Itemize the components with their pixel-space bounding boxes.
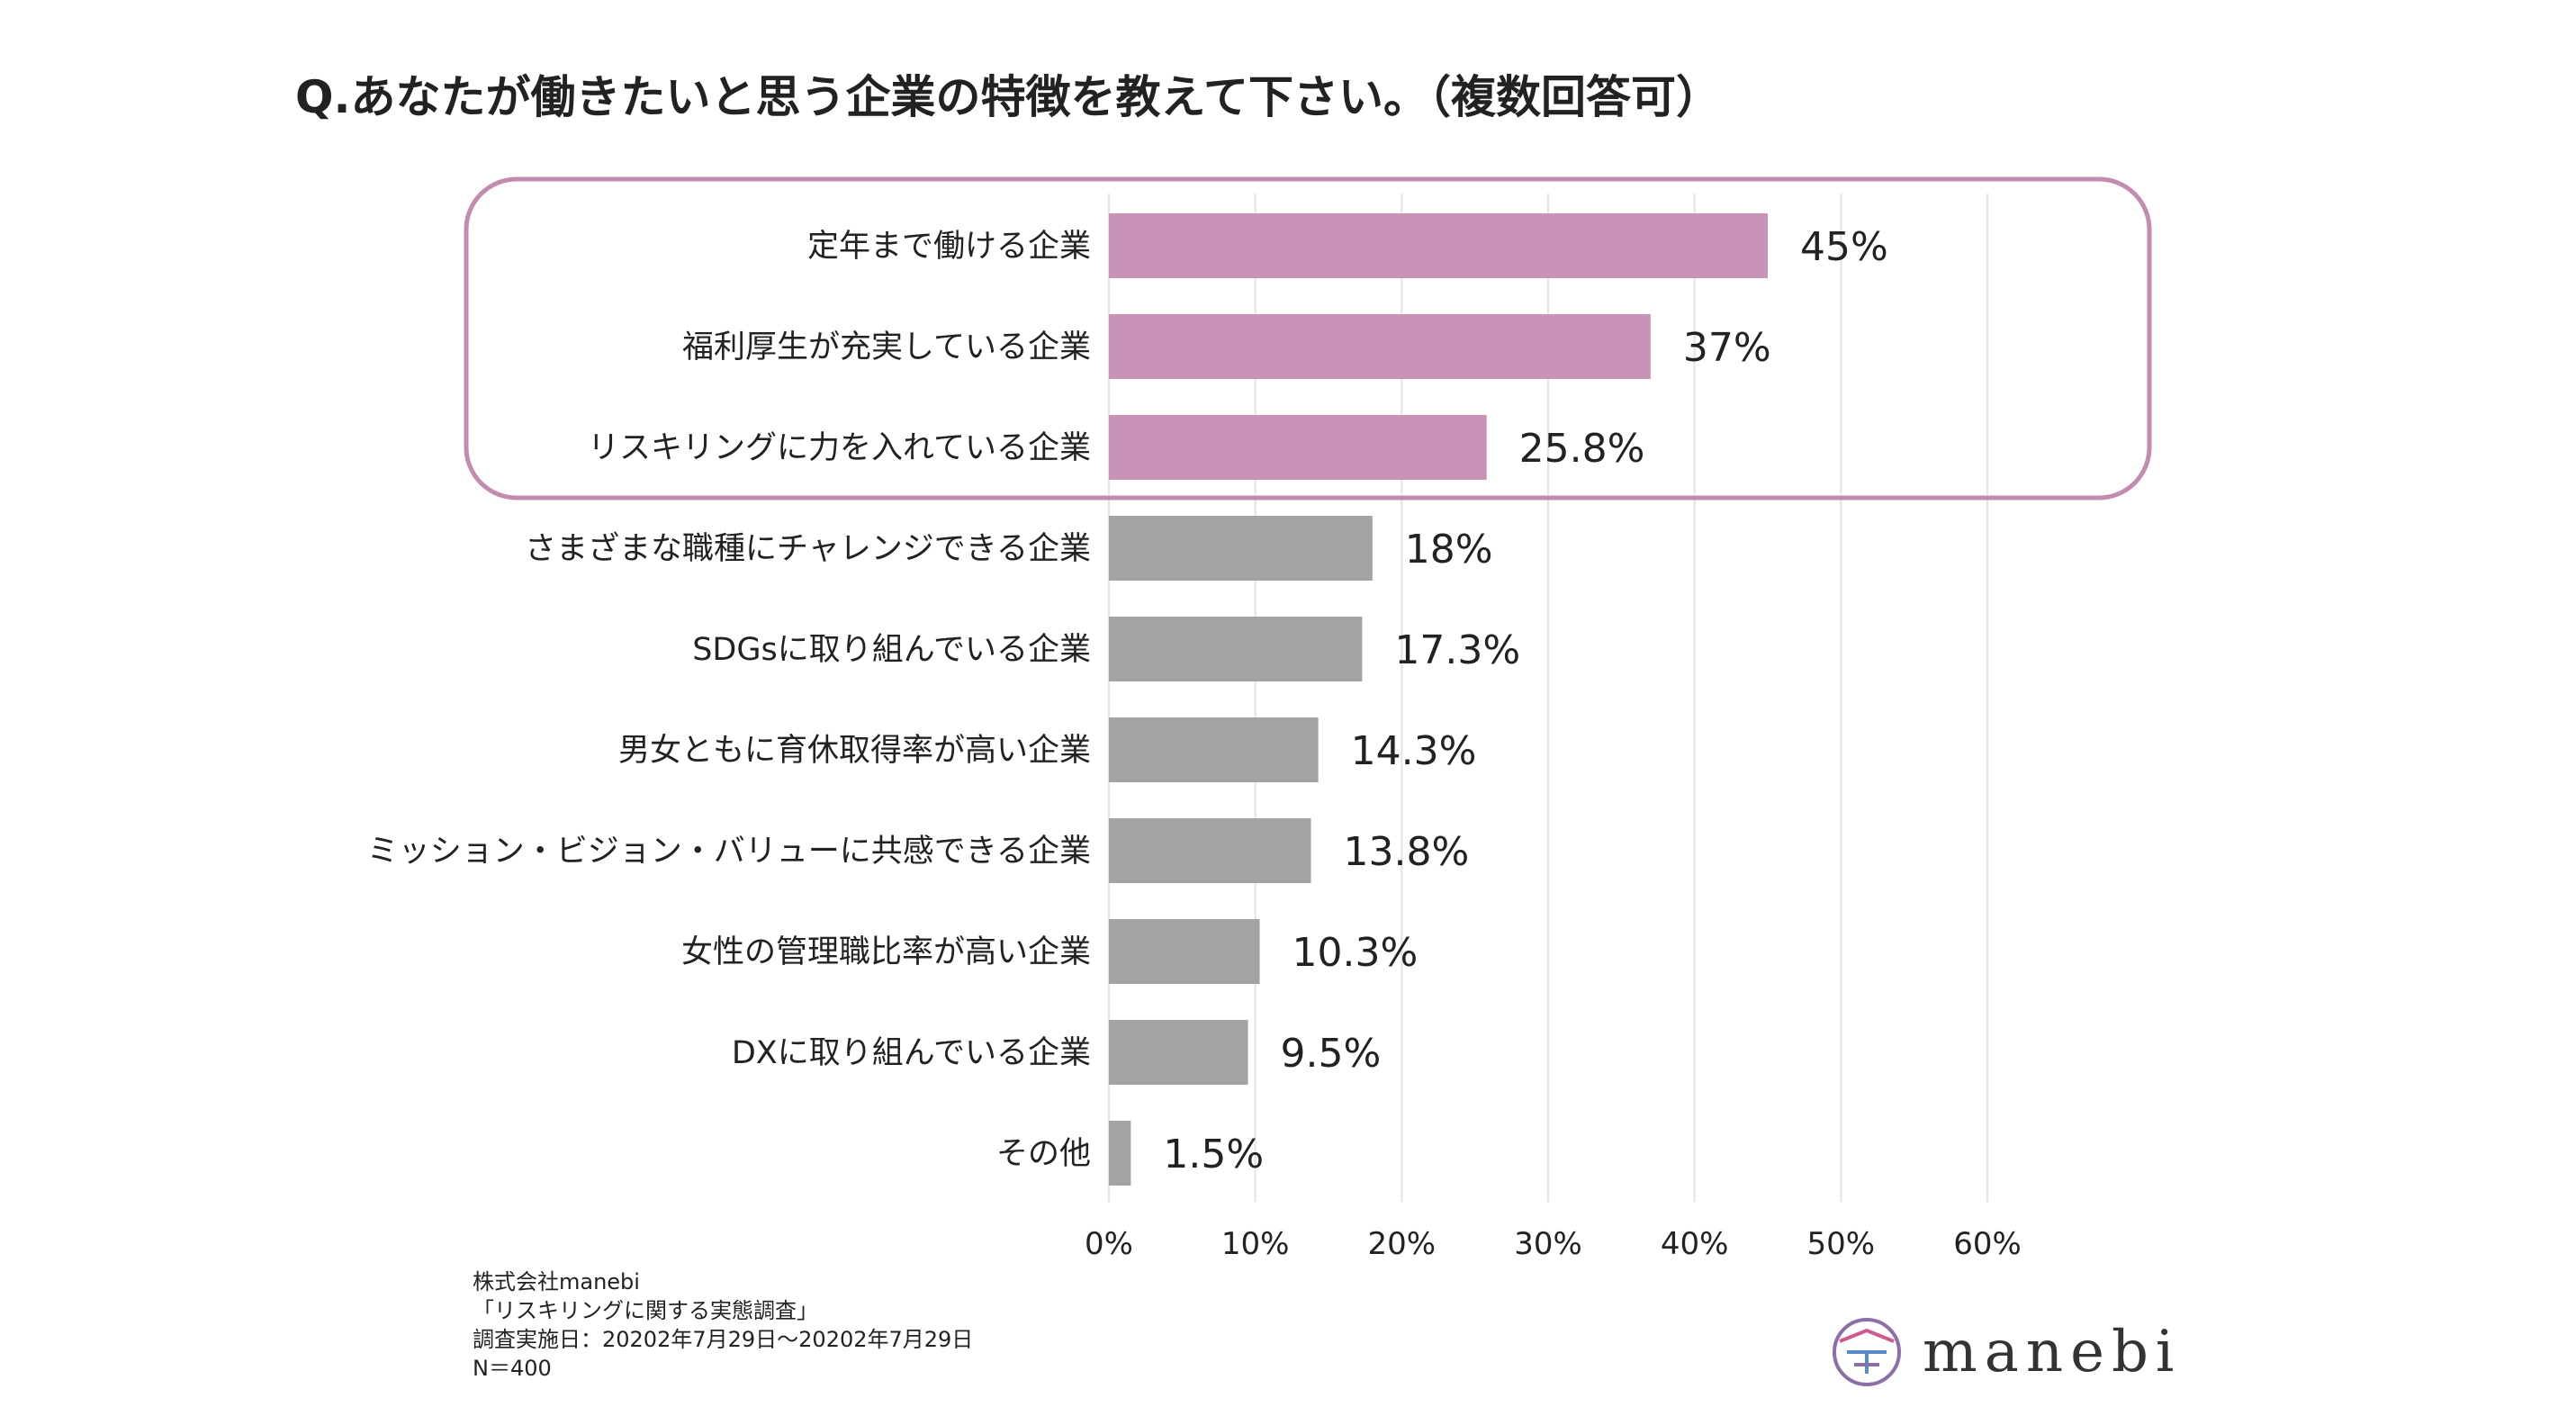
value-label: 9.5%: [1281, 1031, 1382, 1077]
value-label: 17.3%: [1394, 627, 1520, 673]
bar: [1109, 919, 1260, 984]
x-tick-label: 10%: [1221, 1226, 1290, 1262]
bar: [1109, 415, 1487, 480]
value-label: 37%: [1683, 325, 1771, 371]
bar: [1109, 516, 1373, 581]
footer-sample-size: N＝400: [473, 1356, 552, 1381]
manebi-logo-text: manebi: [1923, 1319, 2182, 1385]
value-label: 14.3%: [1351, 728, 1477, 774]
x-tick-label: 40%: [1661, 1226, 1729, 1262]
bar: [1109, 1020, 1248, 1085]
bar: [1109, 617, 1363, 681]
highlight-frame: [464, 176, 2152, 501]
chart-title: Q.あなたが働きたいと思う企業の特徴を教えて下さい。（複数回答可）: [295, 71, 1721, 123]
value-label: 10.3%: [1293, 930, 1419, 976]
category-labels: 定年まで働ける企業福利厚生が充実している企業リスキリングに力を入れている企業さま…: [367, 229, 1091, 1172]
x-tick-label: 30%: [1514, 1226, 1582, 1262]
value-label: 25.8%: [1519, 426, 1645, 472]
bar: [1109, 314, 1651, 379]
footer-company: 株式会社manebi: [473, 1269, 640, 1294]
category-label: 女性の管理職比率が高い企業: [681, 934, 1091, 970]
footer-date: 調査実施日：20202年7月29日〜20202年7月29日: [473, 1327, 974, 1352]
x-tick-label: 20%: [1368, 1226, 1437, 1262]
value-labels: 45% 37% 25.8% 18% 17.3% 14.3% 13.8% 10.3% 9.5% 1.…: [1163, 224, 1887, 1177]
bar: [1109, 1121, 1131, 1186]
category-label: SDGsに取り組んでいる企業: [692, 632, 1091, 668]
value-label: 13.8%: [1343, 829, 1469, 875]
category-label: DXに取り組んでいる企業: [732, 1035, 1091, 1071]
category-label: 定年まで働ける企業: [807, 229, 1091, 265]
x-tick-label: 50%: [1807, 1226, 1876, 1262]
value-label: 45%: [1800, 224, 1888, 270]
value-label: 18%: [1405, 527, 1493, 573]
x-tick-label: 60%: [1953, 1226, 2022, 1262]
bar: [1109, 213, 1768, 278]
manebi-logo-icon: [1833, 1318, 1901, 1386]
category-label: 男女ともに育休取得率が高い企業: [618, 733, 1091, 769]
x-axis-ticks: 0% 10% 20% 30% 40% 50% 60%: [1085, 1226, 2022, 1262]
category-label: その他: [996, 1136, 1091, 1172]
category-label: さまざまな職種にチャレンジできる企業: [525, 531, 1091, 567]
footer-survey: 「リスキリングに関する実態調査」: [473, 1298, 818, 1323]
bar: [1109, 717, 1319, 782]
manebi-logo: manebi: [1829, 1314, 2181, 1390]
category-label: リスキリングに力を入れている企業: [588, 430, 1091, 466]
footer-notes: 株式会社manebi 「リスキリングに関する実態調査」 調査実施日：20202年…: [473, 1267, 973, 1383]
bar: [1109, 818, 1311, 883]
category-label: ミッション・ビジョン・バリューに共感できる企業: [367, 834, 1091, 870]
value-label: 1.5%: [1163, 1132, 1264, 1177]
category-label: 福利厚生が充実している企業: [682, 329, 1091, 365]
bars: [1109, 213, 1768, 1186]
x-tick-label: 0%: [1085, 1226, 1133, 1262]
